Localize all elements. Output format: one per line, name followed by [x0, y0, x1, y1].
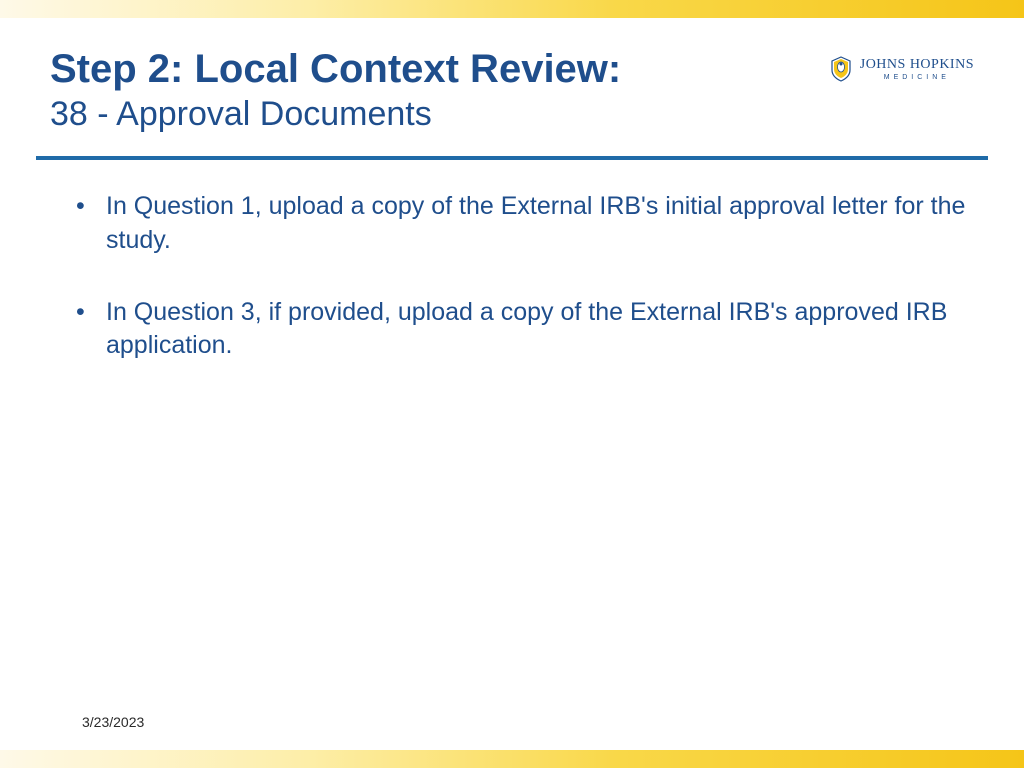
logo-main-text: JOHNS HOPKINS: [860, 58, 974, 72]
top-gradient-bar: [0, 0, 1024, 18]
bullet-item: In Question 3, if provided, upload a cop…: [70, 296, 974, 364]
footer-date: 3/23/2023: [82, 714, 144, 730]
shield-icon: [830, 56, 852, 82]
slide-header: Step 2: Local Context Review: 38 - Appro…: [0, 18, 1024, 148]
bullet-item: In Question 1, upload a copy of the Exte…: [70, 190, 974, 258]
logo-text-block: JOHNS HOPKINS MEDICINE: [860, 58, 974, 81]
slide-title-line2: 38 - Approval Documents: [50, 92, 974, 136]
johns-hopkins-logo: JOHNS HOPKINS MEDICINE: [830, 56, 974, 82]
bottom-gradient-bar: [0, 750, 1024, 768]
slide-content: In Question 1, upload a copy of the Exte…: [0, 160, 1024, 363]
bullet-list: In Question 1, upload a copy of the Exte…: [70, 190, 974, 363]
logo-sub-text: MEDICINE: [860, 74, 974, 81]
